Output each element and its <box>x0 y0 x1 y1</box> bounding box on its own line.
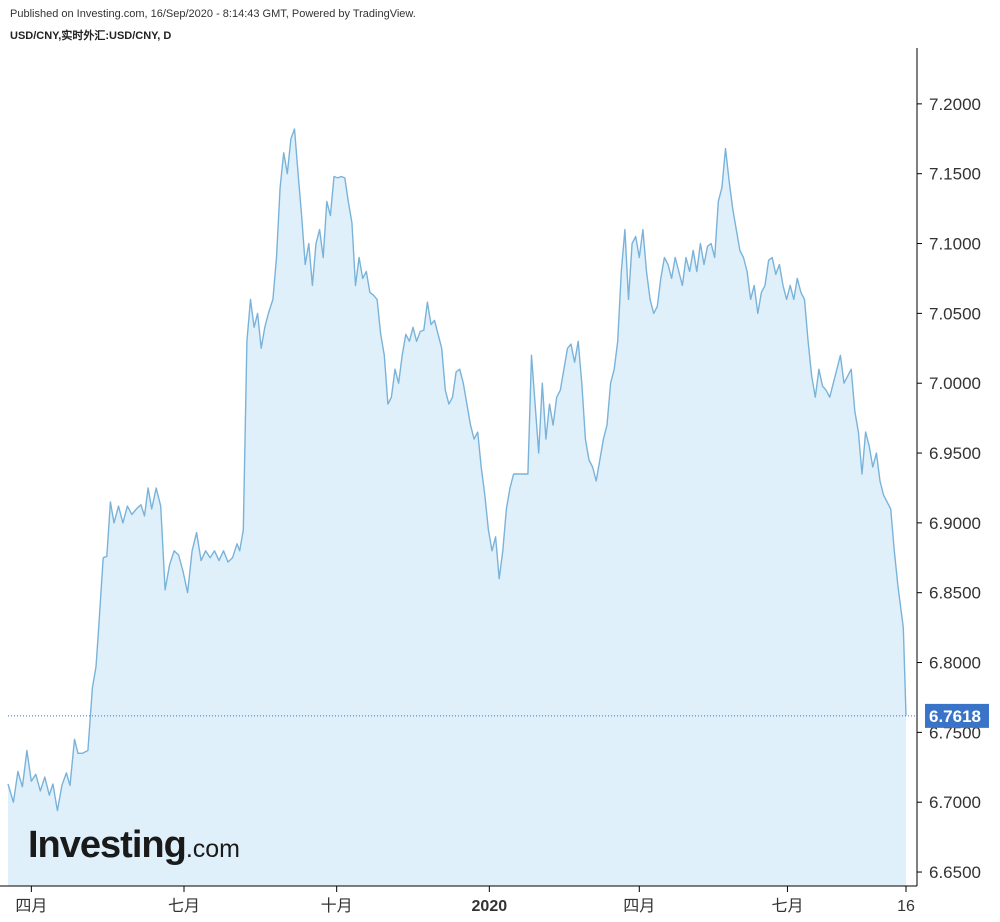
y-tick-label: 7.1000 <box>929 235 981 254</box>
y-tick-label: 6.8500 <box>929 584 981 603</box>
y-tick-label: 7.0000 <box>929 374 981 393</box>
y-tick-label: 6.8000 <box>929 654 981 673</box>
last-value-label: 6.7618 <box>929 707 981 726</box>
x-tick-label: 16 <box>897 898 915 915</box>
symbol-title: USD/CNY,实时外汇:USD/CNY, D <box>10 30 172 42</box>
y-tick-label: 6.9500 <box>929 444 981 463</box>
last-value-badge <box>925 703 989 728</box>
y-tick-label: 7.1500 <box>929 165 981 184</box>
x-tick-label: 四月 <box>623 898 655 915</box>
x-tick-label: 2020 <box>472 898 508 915</box>
logo-text: Investing <box>28 824 187 866</box>
series-area <box>8 129 906 886</box>
y-tick-label: 6.6500 <box>929 863 981 882</box>
logo-suffix: .com <box>185 835 240 863</box>
y-tick-label: 7.0500 <box>929 304 981 323</box>
x-tick-label: 七月 <box>168 897 200 915</box>
y-tick-label: 6.7000 <box>929 793 981 812</box>
y-tick-label: 6.9000 <box>929 514 981 533</box>
series-layer <box>7 128 917 886</box>
y-tick-label: 6.7500 <box>929 723 981 742</box>
y-tick-label: 7.2000 <box>929 95 981 114</box>
x-tick-label: 四月 <box>15 898 47 915</box>
x-tick-label: 十月 <box>321 897 353 915</box>
series-line <box>7 128 907 812</box>
axis-layer: 7.2000 7.1500 7.1000 7.0500 7.0000 6.9500 6.90… <box>0 48 989 915</box>
published-info: Published on Investing.com, 16/Sep/2020 … <box>10 8 416 20</box>
investing-logo: Investing .com <box>28 824 240 868</box>
x-tick-label: 七月 <box>771 897 803 915</box>
